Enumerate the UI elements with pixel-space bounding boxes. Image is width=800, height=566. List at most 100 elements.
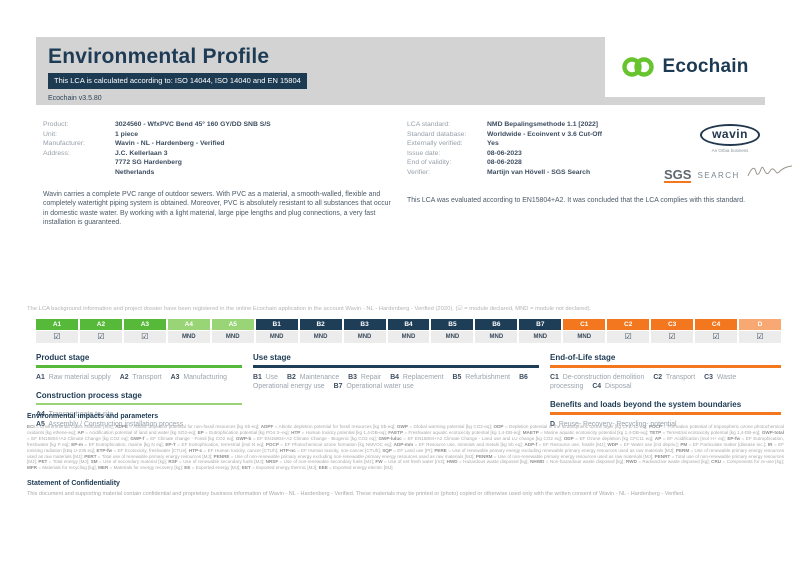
product-info-row: Address: J.C. Kellerlaan 3 7772 SG Harden… [43, 149, 383, 178]
lca-info-row: Standard database: Worldwide - Ecoinvent … [407, 130, 687, 140]
module-status-A1: ☑ [36, 331, 78, 343]
stage-item-B5: B5 Refurbishment [452, 373, 511, 381]
lca-info-row-label: LCA standard: [407, 121, 451, 128]
stage-item-code: B1 [253, 373, 262, 381]
stage-item-B7: B7 Operational water use [333, 382, 414, 390]
module-status-C3: ☑ [651, 331, 694, 343]
legend-abbr: TETP [649, 429, 662, 435]
module-status-A5: MND [211, 331, 254, 343]
stage-item-A4: A4 Transport gate to site [36, 411, 114, 419]
module-header-C4: C4 [695, 319, 738, 330]
stage-item-code: A2 [119, 373, 129, 381]
stage-title-eol: End-of-Life stage [550, 353, 616, 362]
legend-abbr: WDP [607, 441, 619, 447]
lca-info-row-value: 08-06-2023 [487, 149, 522, 157]
lca-info-row: End of validity: 08-06-2028 [407, 158, 687, 168]
module-status-B4: MND [387, 331, 430, 343]
module-header-C1: C1 [563, 319, 606, 330]
legend-abbr: POCP [648, 424, 662, 429]
legend-abbr: ADP-f [524, 441, 538, 447]
wavin-logo: wavin An Orbia business [688, 124, 772, 153]
stage-item-B1: B1 Use [253, 373, 278, 381]
legend-abbr: PM [680, 441, 688, 447]
stage-title-product: Product stage [36, 353, 90, 362]
product-description: Wavin carries a complete PVC range of ou… [43, 191, 391, 226]
legend-abbr: HWD [446, 459, 458, 465]
wavin-logo-text: wavin [700, 124, 760, 146]
lca-info-row-label: Externally verified: [407, 140, 463, 148]
product-info-list: Product: 3024560 - WfxPVC Bend 45° 160 GY… [43, 120, 383, 178]
legend-abbr: GWP-b [235, 435, 252, 441]
stage-item-A1: A1 Raw material supply [36, 373, 111, 381]
legend-abbr: HTP-c [188, 447, 203, 453]
module-status-A3: ☑ [123, 331, 166, 343]
stage-item-C4: C4 Disposal [592, 382, 632, 390]
stage-item-A3: A3 Manufacturing [170, 373, 228, 381]
ecochain-infinity-icon [622, 57, 655, 77]
legend-abbr: ADP-mm [393, 441, 414, 447]
module-header-C2: C2 [607, 319, 650, 330]
module-header-B1: B1 [255, 319, 298, 330]
module-status-A2: ☑ [79, 331, 122, 343]
stage-item-code: B4 [390, 373, 400, 381]
legend-abbr: MER [98, 465, 109, 471]
product-info-row-value: 1 piece [115, 130, 139, 138]
stage-rule-eol [550, 365, 781, 368]
ecochain-logo-text: Ecochain [662, 56, 749, 77]
module-status-B2: MND [299, 331, 342, 343]
legend-abbr: HTP [291, 429, 301, 435]
legend-abbr: ODP [563, 435, 574, 441]
footer-sections: Environmental impacts and parameters ECI… [27, 413, 784, 498]
lca-info-row-value: Martijn van Hövell - SGS Search [487, 168, 591, 176]
module-header-C3: C3 [651, 319, 694, 330]
product-info-row: Manufacturer: Wavin - NL - Hardenberg - V… [43, 139, 383, 149]
legend-abbr: ODP [493, 424, 504, 429]
stage-item-B4: B4 Replacement [390, 373, 444, 381]
legend-abbr: EP-fw [727, 435, 741, 441]
lca-info-row: Verifier: Martijn van Hövell - SGS Search [407, 168, 687, 178]
legend-abbr: PET [38, 459, 48, 465]
legend-abbr: AP [77, 429, 84, 435]
module-header-A4: A4 [167, 319, 210, 330]
stage-item-code: D [550, 420, 555, 428]
product-info-row: Unit: 1 piece [43, 130, 383, 140]
module-header-A5: A5 [211, 319, 254, 330]
stage-item-code: A1 [36, 373, 45, 381]
legend-abbr: GWP-f [130, 435, 145, 441]
stage-rule-use [253, 365, 539, 368]
legend-abbr: MAETP [522, 429, 539, 435]
sgs-search-logo: SGS SEARCH [664, 165, 794, 183]
stage-item-code: B7 [333, 382, 343, 390]
stage-item-code: A4 [36, 411, 45, 419]
stage-rule-construction [36, 402, 242, 406]
stage-rule-benefits [550, 412, 781, 415]
legend-abbr: GWP-total [761, 429, 785, 435]
lca-info-row-value: Worldwide - Ecoinvent v 3.6 Cut-Off [487, 130, 603, 138]
stage-block-product: Product stage A1 Raw material supply A2 Tr… [36, 353, 242, 382]
stage-item-code: A5 [36, 420, 45, 428]
lca-info-row-label: Standard database: [407, 130, 467, 138]
module-status-B6: MND [475, 331, 518, 343]
module-header-A1: A1 [36, 319, 78, 330]
stage-title-use: Use stage [253, 353, 291, 362]
module-header-B7: B7 [519, 319, 562, 330]
stage-item-B6: B6 Operational energy use [253, 373, 528, 390]
module-status-D: ☑ [739, 331, 781, 343]
module-status-B1: MND [255, 331, 298, 343]
product-info-row-value: J.C. Kellerlaan 3 7772 SG Hardenberg Net… [115, 149, 182, 176]
legend-abbr: ECI [27, 424, 35, 429]
stage-item-A5: A5 Assembly / Construction installation … [36, 420, 184, 428]
legend-abbr: ETP-fw [96, 447, 113, 453]
stage-item-code: C3 [704, 373, 713, 381]
legend-abbr: EET [241, 465, 251, 471]
product-info-row-value: Wavin - NL - Hardenberg - Verified [115, 140, 225, 148]
lca-info-row-label: End of validity: [407, 159, 452, 167]
stage-item-B3: B3 Repair [348, 373, 382, 381]
stage-item-D: D Reuse- Recovery- Recycling- potential [550, 420, 677, 428]
lca-info-row: Issue date: 08-06-2023 [407, 149, 687, 159]
product-info-row-label: Unit: [43, 130, 57, 138]
product-info-row-value: 3024560 - WfxPVC Bend 45° 160 GY/DD SNB … [115, 121, 271, 128]
legend-abbr: PERE [434, 447, 447, 453]
stage-item-code: A3 [170, 373, 180, 381]
header-band: Environmental Profile This LCA is calcul… [36, 37, 765, 105]
